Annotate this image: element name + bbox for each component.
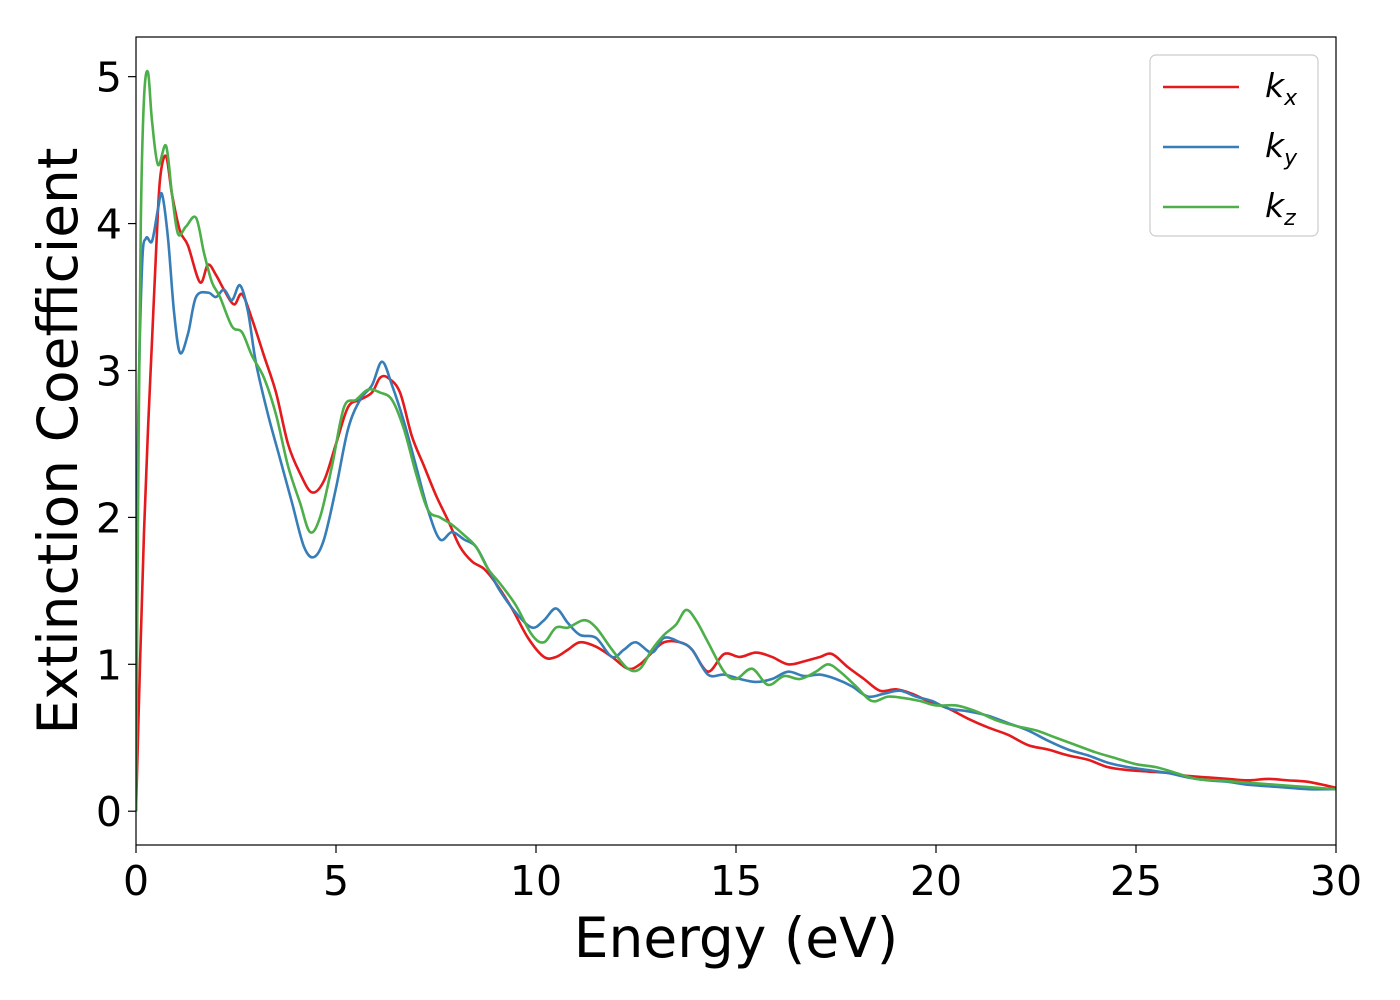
x-tick-label: 25 xyxy=(1110,857,1162,905)
x-axis-label: Energy (eV) xyxy=(574,906,898,970)
y-tick-label: 0 xyxy=(96,788,122,836)
x-tick-label: 30 xyxy=(1310,857,1362,905)
series-layer xyxy=(136,69,1336,812)
legend-label-ky: ky xyxy=(1265,126,1298,171)
series-line-kz xyxy=(136,69,1336,812)
y-tick-label: 4 xyxy=(96,201,122,249)
y-tick-label: 1 xyxy=(96,641,122,689)
legend-label-kz: kz xyxy=(1265,186,1296,231)
y-tick-label: 5 xyxy=(96,54,122,102)
series-line-ky xyxy=(136,191,1336,812)
x-axis: 0 5 10 15 20 25 30 xyxy=(123,845,1362,905)
x-tick-label: 10 xyxy=(510,857,562,905)
y-tick-label: 2 xyxy=(96,494,122,542)
series-line-kx xyxy=(136,154,1336,812)
y-axis-label: Extinction Coefficient xyxy=(26,148,90,735)
x-tick-label: 20 xyxy=(910,857,962,905)
y-axis: 0 1 2 3 4 5 xyxy=(96,54,136,836)
x-tick-label: 0 xyxy=(123,857,149,905)
x-tick-label: 5 xyxy=(323,857,349,905)
legend-box xyxy=(1149,54,1319,237)
legend-label-kx: kx xyxy=(1265,66,1298,111)
y-tick-label: 3 xyxy=(96,347,122,395)
x-tick-label: 15 xyxy=(710,857,762,905)
legend: kx ky kz xyxy=(1149,54,1319,237)
